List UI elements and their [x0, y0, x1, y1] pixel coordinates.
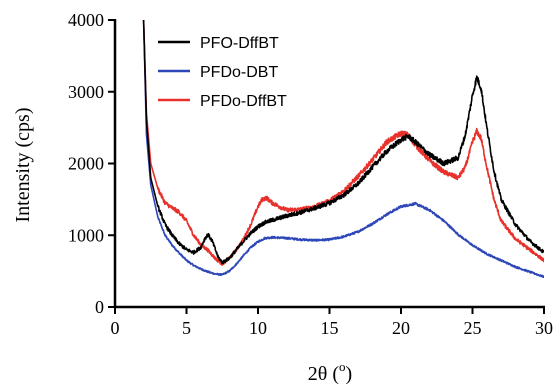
x-tick-label-5: 5 — [182, 318, 191, 338]
x-tick-label-20: 20 — [392, 318, 410, 338]
y-tick-label-2000: 2000 — [68, 154, 104, 174]
x-tick-label-10: 10 — [249, 318, 267, 338]
y-tick-label-0: 0 — [95, 297, 104, 317]
y-tick-label-3000: 3000 — [68, 82, 104, 102]
ticks: 0 5 10 15 20 25 30 0 1000 2000 3000 4000 — [68, 10, 553, 338]
series-line-0 — [142, 20, 544, 265]
y-tick-label-1000: 1000 — [68, 225, 104, 245]
x-tick-label-25: 25 — [464, 318, 482, 338]
series-line-1 — [142, 20, 544, 279]
x-axis-title-sup: o — [339, 359, 346, 374]
axes — [113, 19, 545, 309]
legend-label-1: PFDo-DBT — [200, 64, 278, 81]
y-tick-label-4000: 4000 — [68, 10, 104, 30]
legend: PFO-DffBT PFDo-DBT PFDo-DffBT — [158, 35, 287, 110]
x-tick-label-15: 15 — [321, 318, 339, 338]
legend-label-2: PFDo-DffBT — [200, 93, 287, 110]
x-axis-title: 2θ (o) — [308, 359, 352, 385]
x-axis-title-main: 2θ ( — [308, 363, 340, 385]
series-line-2 — [142, 20, 544, 266]
x-tick-label-30: 30 — [535, 318, 553, 338]
plot-lines — [142, 20, 544, 279]
x-axis-title-close: ) — [346, 363, 353, 385]
y-axis-title: Intensity (cps) — [12, 108, 34, 223]
x-tick-label-0: 0 — [111, 318, 120, 338]
legend-label-0: PFO-DffBT — [200, 35, 279, 52]
